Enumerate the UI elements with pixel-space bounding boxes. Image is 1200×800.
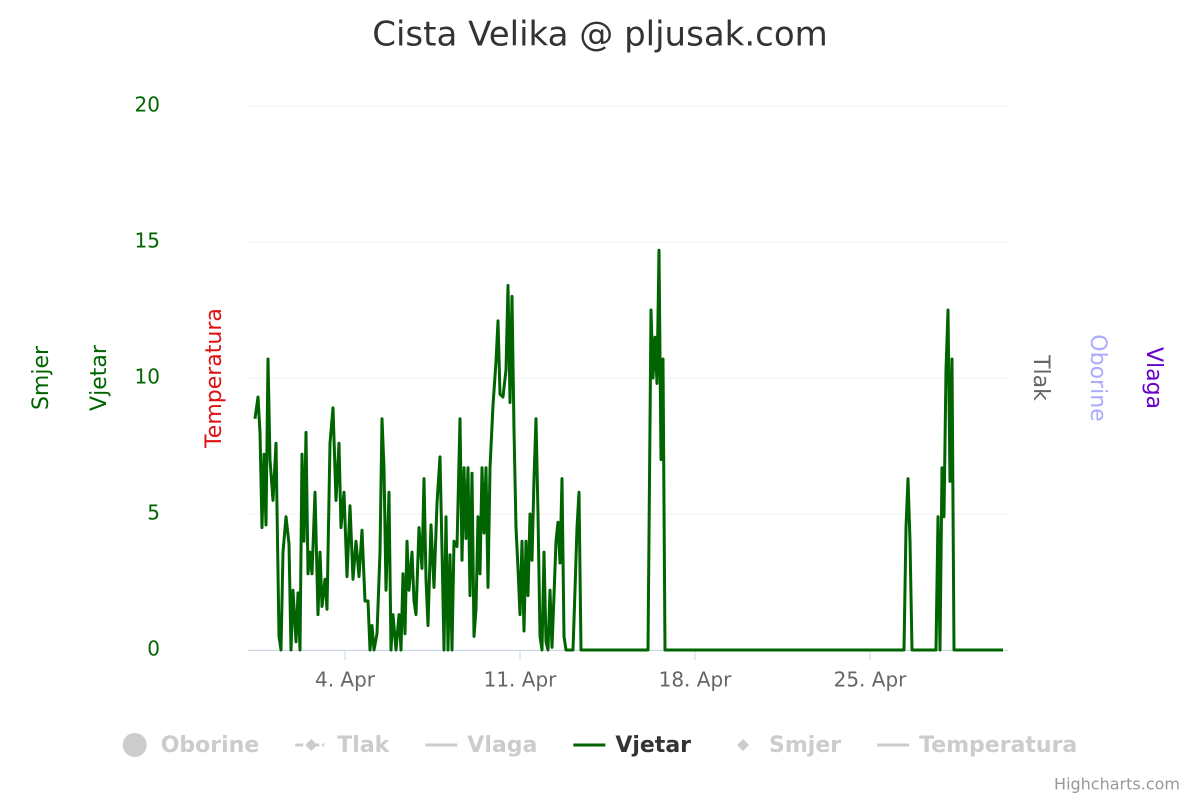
legend-label: Temperatura — [919, 733, 1077, 758]
legend-symbol — [305, 739, 318, 751]
x-tick-label: 18. Apr — [659, 668, 733, 692]
legend-item[interactable]: Temperatura — [877, 733, 1077, 758]
legend-item[interactable]: Smjer — [737, 733, 841, 758]
axis-title: Vjetar — [87, 344, 112, 411]
legend: Oborine Tlak Vlaga Vjetar Smjer Temperatura — [122, 733, 1077, 758]
chart-title: Cista Velika @ pljusak.com — [372, 15, 828, 55]
legend-label: Vlaga — [467, 733, 537, 758]
axis-title: Vlaga — [1141, 347, 1166, 409]
legend-label: Tlak — [337, 733, 390, 758]
y-tick-label: 15 — [135, 229, 160, 253]
legend-label: Smjer — [769, 733, 841, 758]
legend-label: Vjetar — [615, 733, 691, 758]
x-tick-label: 11. Apr — [484, 668, 558, 692]
axis-title: Temperatura — [202, 308, 227, 449]
y-tick-label: 10 — [135, 365, 160, 389]
y-tick-label: 0 — [147, 637, 160, 661]
legend-symbol — [737, 739, 750, 751]
legend-item[interactable]: Tlak — [295, 733, 391, 758]
axis-title: Smjer — [29, 345, 54, 410]
x-tick-label: 4. Apr — [315, 668, 376, 692]
x-tick-label: 25. Apr — [834, 668, 908, 692]
credits[interactable]: Highcharts.com — [1054, 775, 1180, 794]
legend-item[interactable]: Oborine — [122, 733, 260, 758]
legend-label: Oborine — [161, 733, 260, 758]
y-tick-label: 20 — [135, 93, 160, 117]
axis-title: Oborine — [1085, 334, 1110, 421]
y-tick-label: 5 — [147, 501, 160, 525]
axis-title: Tlak — [1028, 354, 1053, 401]
legend-item[interactable]: Vlaga — [425, 733, 537, 758]
legend-item[interactable]: Vjetar — [573, 733, 691, 758]
legend-symbol — [122, 733, 147, 757]
line-series — [253, 248, 1003, 652]
